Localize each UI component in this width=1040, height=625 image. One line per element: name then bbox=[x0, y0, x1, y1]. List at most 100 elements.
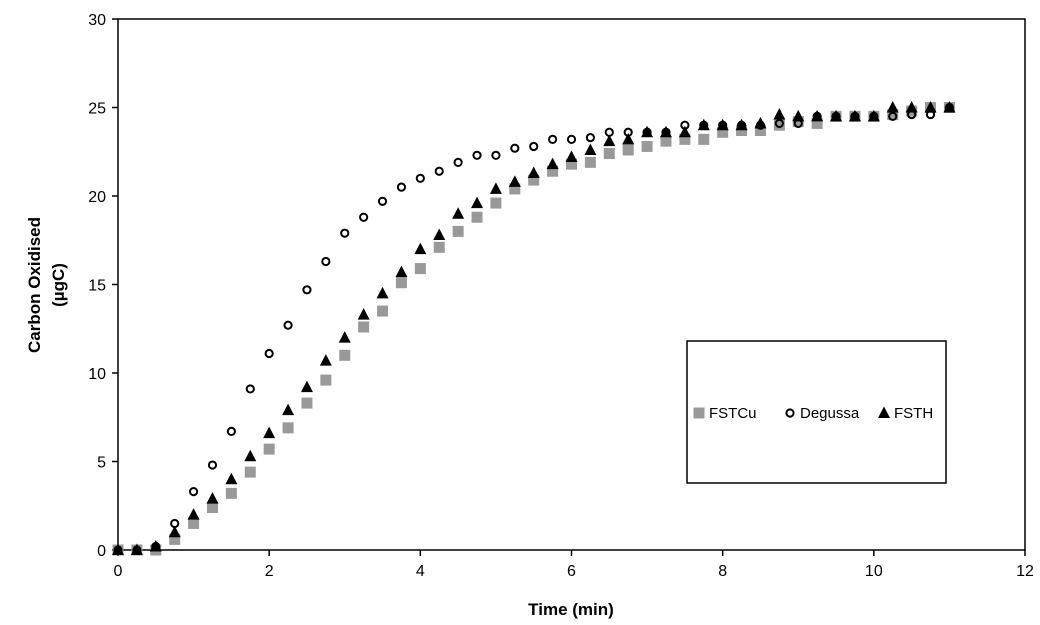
degussa-point bbox=[453, 157, 463, 167]
x-tick-label: 10 bbox=[865, 563, 883, 580]
degussa-point bbox=[396, 182, 407, 192]
fstcu-point bbox=[244, 466, 256, 478]
fstcu-point bbox=[547, 165, 559, 177]
degussa-point bbox=[188, 486, 199, 497]
fstcu-point bbox=[622, 144, 634, 156]
fstcu-point bbox=[887, 109, 899, 121]
legend-label-degussa: Degussa bbox=[800, 405, 860, 422]
y-axis-ticks: 0 5 10 15 20 25 30 bbox=[88, 12, 118, 560]
x-tick-label: 6 bbox=[567, 563, 576, 580]
fsth-point bbox=[187, 508, 200, 520]
fsth-point bbox=[319, 354, 332, 366]
fsth-point bbox=[206, 492, 219, 504]
fstcu-point bbox=[358, 321, 370, 333]
degussa-point bbox=[529, 141, 539, 152]
fsth-point bbox=[130, 543, 143, 555]
legend-marker-fsth bbox=[878, 406, 890, 418]
legend-marker-fstcu bbox=[693, 407, 705, 419]
fstcu-point bbox=[792, 116, 804, 128]
fsth-point bbox=[867, 109, 880, 122]
fstcu-point bbox=[471, 211, 483, 223]
degussa-point bbox=[359, 212, 369, 222]
fstcu-point bbox=[169, 533, 181, 545]
fsth-point bbox=[546, 157, 559, 170]
legend-entries: FSTCu Degussa FSTH bbox=[693, 405, 933, 422]
x-tick-label: 4 bbox=[416, 563, 425, 580]
fsth-point bbox=[433, 228, 446, 240]
fsth-point bbox=[584, 143, 597, 155]
fstcu-point bbox=[188, 517, 200, 529]
fsth-point bbox=[244, 449, 257, 462]
degussa-point bbox=[377, 196, 388, 206]
fstcu-point bbox=[698, 133, 710, 145]
y-axis-title: Carbon Oxidised (µgC) bbox=[25, 217, 68, 353]
fsth-point bbox=[225, 472, 238, 485]
fstcu-point bbox=[660, 135, 672, 147]
fstcu-point bbox=[263, 443, 275, 455]
fstcu-point bbox=[452, 225, 464, 237]
degussa-point bbox=[302, 285, 312, 295]
legend-marker-degussa bbox=[785, 408, 795, 418]
fsth-point bbox=[489, 182, 502, 194]
fsth-point bbox=[149, 539, 162, 552]
fstcu-point bbox=[225, 487, 237, 499]
fstcu-point bbox=[395, 277, 407, 289]
fsth-point bbox=[263, 426, 276, 439]
fstcu-point bbox=[414, 263, 426, 275]
degussa-point bbox=[472, 150, 482, 160]
fsth-point bbox=[943, 101, 956, 113]
fstcu-point bbox=[603, 148, 615, 160]
fsth-point bbox=[641, 125, 654, 138]
degussa-point bbox=[283, 320, 293, 330]
y-axis-title-line1: Carbon Oxidised bbox=[25, 217, 44, 353]
degussa-point bbox=[340, 228, 350, 238]
fsth-point bbox=[848, 109, 861, 122]
fstcu-point bbox=[282, 422, 294, 434]
degussa-point bbox=[566, 134, 577, 144]
fsth-point bbox=[792, 109, 805, 122]
fsth-point bbox=[905, 101, 918, 113]
degussa-point bbox=[888, 111, 898, 121]
degussa-point bbox=[491, 150, 501, 160]
y-tick-label: 30 bbox=[88, 12, 106, 29]
fstcu-point bbox=[717, 126, 729, 138]
fstcu-point bbox=[301, 397, 313, 409]
x-tick-label: 2 bbox=[265, 563, 274, 580]
y-axis-title-line2: (µgC) bbox=[49, 263, 68, 307]
legend-label-fstcu: FSTCu bbox=[709, 405, 757, 422]
fstcu-point bbox=[339, 349, 351, 361]
fsth-point bbox=[452, 207, 465, 219]
fsth-point bbox=[168, 525, 181, 538]
degussa-point bbox=[415, 173, 425, 183]
fstcu-point bbox=[679, 133, 691, 145]
degussa-point bbox=[245, 384, 255, 394]
y-tick-label: 15 bbox=[88, 278, 106, 295]
fsth-point bbox=[830, 109, 843, 122]
fsth-point bbox=[811, 109, 824, 122]
fstcu-point bbox=[377, 305, 389, 317]
fsth-point bbox=[754, 116, 767, 129]
degussa-point bbox=[510, 143, 520, 153]
fsth-point bbox=[471, 196, 484, 209]
fsth-point bbox=[678, 125, 691, 138]
y-tick-label: 20 bbox=[88, 189, 106, 206]
x-tick-label: 0 bbox=[114, 563, 123, 580]
fsth-point bbox=[603, 134, 616, 147]
fsth-point bbox=[565, 150, 578, 163]
series-fsth bbox=[112, 101, 956, 555]
degussa-point bbox=[548, 134, 558, 144]
fsth-point bbox=[735, 118, 748, 131]
x-axis-ticks: 0 2 4 6 8 10 12 bbox=[114, 550, 1034, 580]
fsth-point bbox=[395, 265, 408, 278]
series-layer bbox=[112, 101, 956, 556]
fsth-point bbox=[282, 403, 295, 416]
fsth-point bbox=[622, 132, 635, 145]
fsth-point bbox=[508, 175, 521, 187]
fstcu-point bbox=[528, 174, 540, 186]
fsth-point bbox=[338, 331, 351, 343]
fstcu-point bbox=[773, 119, 785, 131]
fsth-point bbox=[414, 242, 427, 255]
fsth-point bbox=[716, 118, 729, 131]
degussa-point bbox=[774, 118, 784, 129]
